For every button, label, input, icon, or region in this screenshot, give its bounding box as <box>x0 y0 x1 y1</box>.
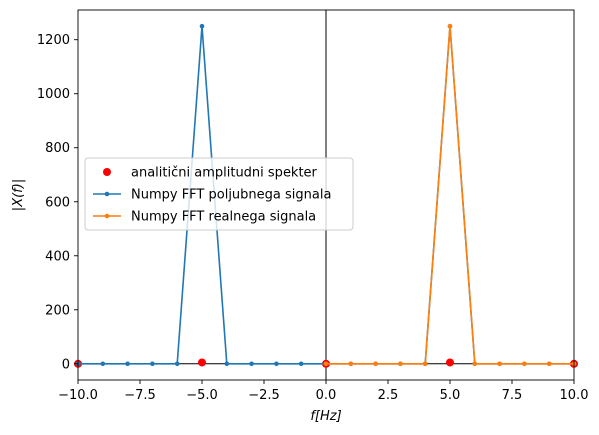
data-point <box>125 361 130 367</box>
data-point <box>198 358 206 367</box>
data-point <box>174 361 180 367</box>
y-tick-label: 1200 <box>37 33 70 48</box>
legend-marker <box>104 213 110 219</box>
x-tick-label: −2.5 <box>248 388 280 403</box>
series-3 <box>323 23 577 367</box>
data-point <box>199 23 205 29</box>
x-tick-label: 0.0 <box>316 388 337 403</box>
data-point <box>373 361 378 367</box>
x-tick-label: 7.5 <box>502 388 523 403</box>
data-point <box>224 361 230 367</box>
data-point <box>348 361 354 367</box>
x-axis-label: f[Hz] <box>310 409 341 424</box>
x-axis-ticks: −10.0 −7.5 −5.0 −2.5 0.0 2.5 5.0 7.5 10.0 <box>58 380 588 403</box>
x-tick-label: −10.0 <box>58 388 98 403</box>
data-point <box>274 361 279 367</box>
legend-marker <box>104 191 110 197</box>
legend: analitični amplitudni spekter Numpy FFT p… <box>84 157 354 231</box>
data-point <box>249 361 254 367</box>
data-point <box>150 361 155 367</box>
x-tick-label: 10.0 <box>560 388 589 403</box>
legend-item-1: analitični amplitudni spekter <box>103 166 318 181</box>
x-tick-label: 2.5 <box>378 388 399 403</box>
y-axis-label: |X(f)| <box>11 179 26 211</box>
legend-label: analitični amplitudni spekter <box>131 166 318 181</box>
data-point <box>446 358 454 367</box>
y-tick-label: 1000 <box>37 87 70 102</box>
data-point <box>522 361 527 367</box>
legend-box <box>84 157 354 231</box>
data-point <box>546 361 552 367</box>
legend-marker <box>103 168 111 176</box>
y-tick-label: 0 <box>62 357 70 372</box>
legend-label: Numpy FFT poljubnega signala <box>131 188 331 203</box>
y-tick-label: 600 <box>45 195 70 210</box>
y-axis-ticks: 0 200 400 600 800 1000 1200 <box>37 33 78 372</box>
data-point <box>100 361 106 367</box>
data-point <box>422 361 428 367</box>
data-point <box>472 361 478 367</box>
data-point <box>497 361 502 367</box>
legend-item-2: Numpy FFT poljubnega signala <box>93 188 331 203</box>
legend-label: Numpy FFT realnega signala <box>131 210 316 225</box>
data-point <box>298 361 304 367</box>
x-tick-label: −7.5 <box>124 388 156 403</box>
y-tick-label: 400 <box>45 249 70 264</box>
data-point <box>323 361 329 367</box>
y-tick-label: 200 <box>45 303 70 318</box>
x-tick-label: −5.0 <box>186 388 218 403</box>
legend-item-3: Numpy FFT realnega signala <box>93 210 316 225</box>
x-tick-label: 5.0 <box>440 388 461 403</box>
data-point <box>398 361 403 367</box>
y-tick-label: 800 <box>45 141 70 156</box>
data-point <box>447 23 453 29</box>
